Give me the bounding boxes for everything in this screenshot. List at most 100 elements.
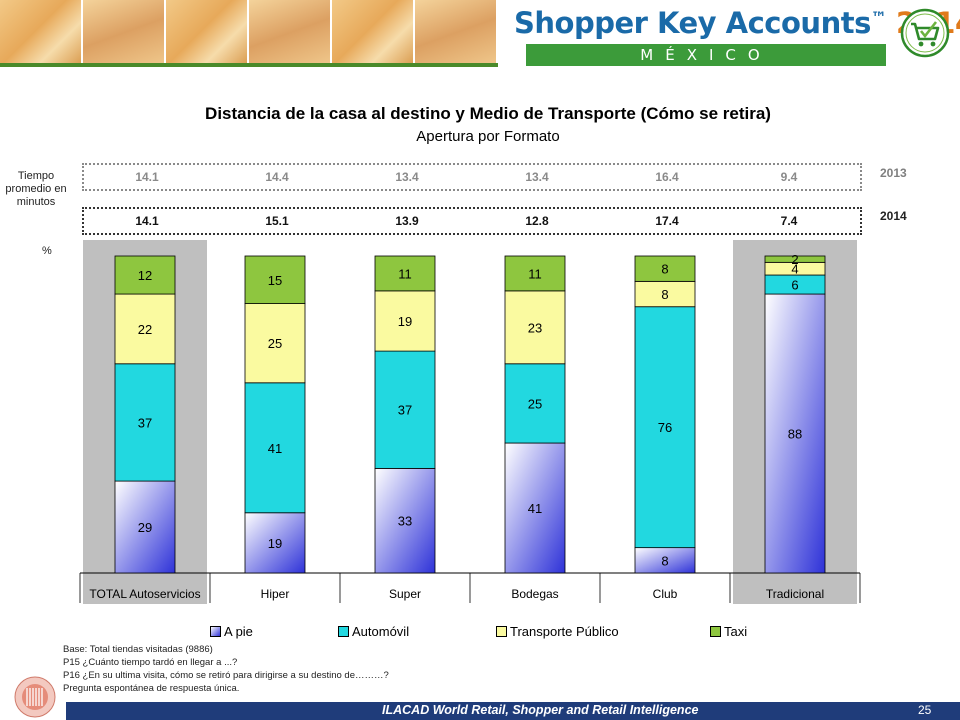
time-value: 15.1	[265, 214, 289, 228]
category-label: Bodegas	[511, 587, 558, 601]
legend-label: Transporte Público	[510, 624, 619, 639]
legend-swatch	[710, 626, 721, 637]
bar-segment	[504, 363, 566, 444]
bar-segment	[374, 290, 436, 352]
time-value: 14.1	[135, 214, 159, 228]
bar-segment	[374, 255, 436, 292]
data-label: 19	[398, 314, 412, 329]
bar-segment	[764, 255, 826, 263]
time-value: 13.4	[395, 170, 419, 184]
header-photo	[332, 0, 415, 66]
legend-swatch	[496, 626, 507, 637]
bar-segment	[504, 255, 566, 292]
legend-item-transporte-publico: Transporte Público	[496, 624, 619, 639]
data-label: 37	[398, 403, 412, 418]
legend-swatch	[338, 626, 349, 637]
category-label: Hiper	[261, 587, 290, 601]
page-number: 25	[918, 703, 932, 717]
legend-item-a-pie: A pie	[210, 624, 253, 639]
header-photo	[249, 0, 332, 66]
category-label: Tradicional	[766, 587, 824, 601]
data-label: 2	[791, 252, 798, 267]
header-photo	[166, 0, 249, 66]
year-label-2014: 2014	[880, 209, 907, 223]
data-label: 41	[268, 441, 282, 456]
bar-segment	[114, 293, 176, 365]
category-label: Super	[389, 587, 421, 601]
header-photo	[83, 0, 166, 66]
time-row-2014: 14.1 15.1 13.9 12.8 17.4 7.4	[82, 207, 862, 235]
legend-item-automovil: Automóvil	[338, 624, 409, 639]
time-value: 16.4	[655, 170, 679, 184]
data-label: 23	[528, 320, 542, 335]
header-photo	[415, 0, 498, 66]
header-photo	[0, 0, 83, 66]
legend-label: Taxi	[724, 624, 748, 639]
header-photo-strip	[0, 0, 498, 66]
y-axis-unit: %	[42, 245, 52, 257]
time-value: 13.9	[395, 214, 419, 228]
time-row-label: Tiempo promedio en minutos	[5, 170, 67, 208]
time-value: 14.1	[135, 170, 159, 184]
data-label: 25	[528, 396, 542, 411]
category-label: Club	[653, 587, 678, 601]
chart-legend: A pie Automóvil Transporte Público Taxi	[0, 624, 960, 642]
data-label: 15	[268, 273, 282, 288]
legend-swatch	[210, 626, 221, 637]
year-label-2013: 2013	[880, 166, 907, 180]
data-label: 76	[658, 420, 672, 435]
brand-country: MÉXICO	[526, 44, 886, 66]
header-divider	[0, 63, 498, 67]
bar-segment	[504, 442, 566, 574]
footnote-type: Pregunta espontánea de respuesta única.	[63, 683, 240, 694]
data-label: 8	[661, 553, 668, 568]
data-label: 11	[398, 266, 412, 281]
bar-segment	[764, 293, 826, 574]
data-label: 22	[138, 322, 152, 337]
category-label: TOTAL Autoservicios	[89, 587, 200, 601]
time-value: 17.4	[655, 214, 679, 228]
bar-segment	[634, 255, 696, 282]
time-value: 14.4	[265, 170, 289, 184]
bar-segment	[114, 363, 176, 482]
data-label: 12	[138, 268, 152, 283]
bar-segment	[244, 512, 306, 574]
footnote-p16: P16 ¿En su ultima visita, cómo se retiró…	[63, 670, 389, 681]
data-label: 11	[528, 266, 542, 281]
legend-item-taxi: Taxi	[710, 624, 747, 639]
bar-segment	[504, 290, 566, 365]
bar-segment	[244, 255, 306, 304]
data-label: 8	[661, 262, 668, 277]
footer-bar: ILACAD World Retail, Shopper and Retail …	[66, 702, 960, 720]
data-label: 33	[398, 514, 412, 529]
time-row-2013: 14.1 14.4 13.4 13.4 16.4 9.4	[82, 163, 862, 191]
time-value: 9.4	[780, 170, 798, 184]
footnotes: Base: Total tiendas visitadas (9886) P15…	[63, 643, 389, 695]
bar-segment	[114, 480, 176, 574]
data-label: 19	[268, 536, 282, 551]
data-label: 8	[661, 287, 668, 302]
data-label: 29	[138, 520, 152, 535]
bar-segment	[634, 306, 696, 549]
bar-segment	[374, 467, 436, 574]
bar-segment	[244, 382, 306, 514]
footnote-base: Base: Total tiendas visitadas (9886)	[63, 644, 213, 655]
data-label: 37	[138, 415, 152, 430]
data-label: 88	[788, 427, 802, 442]
brand-name: Shopper Key Accounts	[514, 6, 871, 40]
legend-label: A pie	[224, 624, 253, 639]
trademark: ™	[870, 8, 887, 27]
footnote-p15: P15 ¿Cuánto tiempo tardó en llegar a ...…	[63, 657, 238, 668]
chart-title: Distancia de la casa al destino y Medio …	[205, 104, 771, 123]
footer-text: ILACAD World Retail, Shopper and Retail …	[382, 703, 699, 717]
ilacad-logo-icon	[14, 676, 56, 718]
data-label: 41	[528, 501, 542, 516]
bar-segment	[634, 547, 696, 574]
data-label: 25	[268, 336, 282, 351]
time-value: 13.4	[525, 170, 549, 184]
bar-segment	[114, 255, 176, 295]
chart-subtitle: Apertura por Formato	[416, 128, 560, 145]
data-label: 4	[791, 262, 798, 277]
legend-label: Automóvil	[352, 624, 410, 639]
